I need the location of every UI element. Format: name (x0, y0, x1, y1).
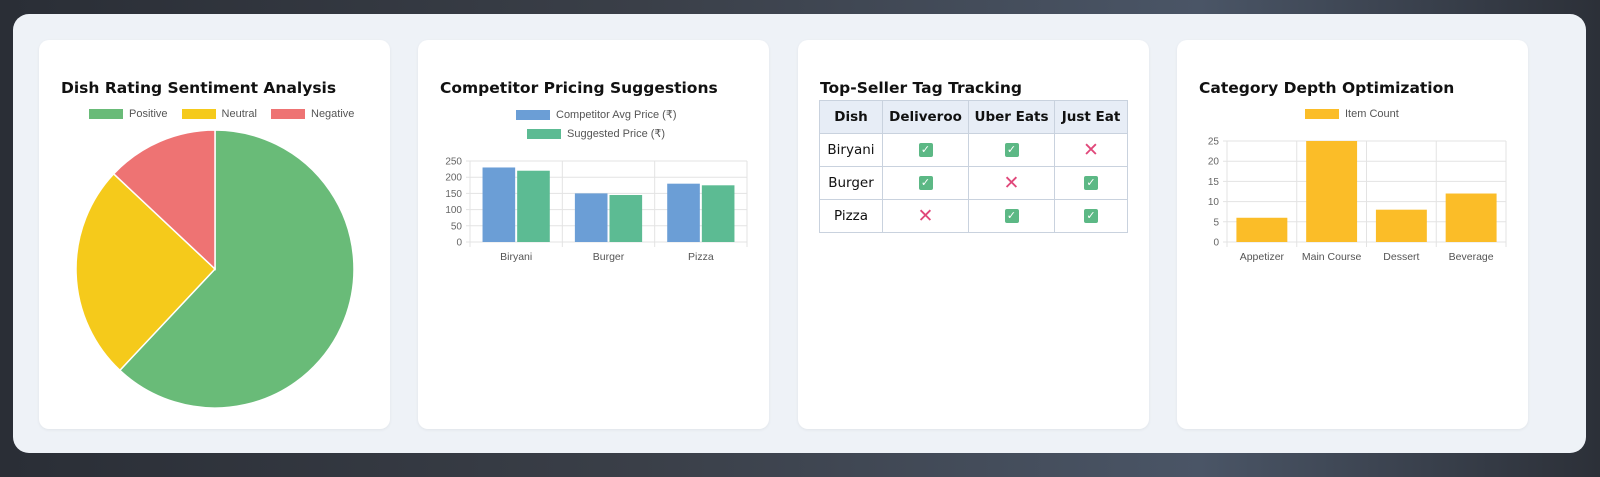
check-icon: ✓ (918, 176, 933, 190)
x-tick-label: Burger (593, 251, 625, 263)
legend-label-competitor: Competitor Avg Price (₹) (556, 109, 677, 121)
bar-biryani-s1 (517, 170, 550, 242)
pricing-bar-chart: 0 50 100 150 200 250 Biryani Burger Pizza (445, 157, 748, 263)
bar-pizza-s1 (701, 185, 735, 242)
category-legend: Item Count (1305, 108, 1399, 120)
legend-swatch-negative (271, 109, 305, 119)
col-header-dish: Dish (819, 100, 883, 134)
legend-swatch-positive (89, 109, 123, 119)
y-tick-label: 20 (1208, 157, 1220, 168)
cross-icon: ✕ (917, 205, 934, 227)
dashboard-panel: Dish Rating Sentiment Analysis Positive … (13, 14, 1586, 453)
legend-label-suggested: Suggested Price (₹) (567, 128, 666, 140)
pricing-legend-suggested: Suggested Price (₹) (527, 127, 665, 140)
col-header-deliveroo: Deliveroo (882, 100, 969, 134)
pie-slice-negative (112, 129, 216, 271)
x-tick-label: Appetizer (1240, 251, 1285, 263)
y-tick-label: 0 (456, 238, 462, 249)
x-tick-label: Beverage (1449, 251, 1494, 263)
x-tick-label: Pizza (688, 251, 714, 263)
x-tick-label: Dessert (1383, 251, 1419, 263)
status-cell: ✓ (1054, 199, 1128, 233)
tags-card: Top-Seller Tag Tracking Dish Deliveroo U… (798, 40, 1149, 429)
status-cell: ✓ (882, 166, 969, 200)
bar-beverage-s0 (1445, 193, 1497, 242)
bar-pizza-s0 (667, 183, 700, 242)
y-tick-label: 50 (451, 221, 463, 232)
cross-icon: ✕ (1083, 139, 1099, 161)
y-tick-label: 15 (1208, 177, 1220, 188)
dish-cell: Burger (819, 166, 883, 200)
pricing-title: Competitor Pricing Suggestions (440, 79, 718, 97)
sentiment-legend: Positive Neutral Negative (89, 108, 354, 120)
table-row: Burger ✓ ✕ ✓ (819, 166, 1128, 200)
y-tick-label: 150 (445, 189, 462, 200)
y-tick-label: 200 (445, 173, 462, 184)
category-card: Category Depth Optimization Item Count 0… (1177, 40, 1528, 429)
check-icon: ✓ (918, 143, 933, 157)
legend-swatch-competitor (516, 109, 550, 120)
bar-biryani-s0 (482, 167, 516, 242)
category-bar-chart: 0 5 10 15 20 25 Appetizer Main Course Dessert Bev… (1208, 137, 1507, 263)
dish-cell: Pizza (819, 199, 883, 233)
table-row: Pizza ✕ ✓ ✓ (819, 199, 1128, 233)
sentiment-title: Dish Rating Sentiment Analysis (61, 79, 337, 97)
legend-swatch-suggested (527, 128, 561, 139)
check-icon: ✓ (1084, 209, 1098, 223)
col-header-just-eat: Just Eat (1054, 100, 1128, 134)
tag-tracking-table: Dish Deliveroo Uber Eats Just Eat Biryan… (819, 100, 1128, 233)
status-cell: ✓ (1054, 166, 1128, 200)
dish-cell: Biryani (819, 133, 883, 167)
legend-swatch-item-count (1305, 109, 1339, 119)
tags-title: Top-Seller Tag Tracking (820, 79, 1022, 97)
status-cell: ✓ (968, 199, 1055, 233)
status-cell: ✕ (1054, 133, 1128, 167)
table-header-row: Dish Deliveroo Uber Eats Just Eat (819, 100, 1128, 134)
check-icon: ✓ (1004, 209, 1019, 223)
x-tick-label: Main Course (1302, 251, 1362, 263)
legend-label-neutral: Neutral (221, 108, 257, 120)
pricing-legend-competitor: Competitor Avg Price (₹) (516, 108, 677, 121)
status-cell: ✕ (968, 166, 1055, 200)
pie-slice-positive (118, 129, 355, 409)
col-header-uber-eats: Uber Eats (968, 100, 1055, 134)
legend-label-item-count: Item Count (1345, 108, 1399, 120)
x-tick-label: Biryani (500, 251, 532, 263)
y-tick-label: 100 (445, 205, 462, 216)
table-row: Biryani ✓ ✓ ✕ (819, 133, 1128, 167)
cross-icon: ✕ (1003, 172, 1020, 194)
y-tick-label: 5 (1213, 217, 1219, 228)
check-icon: ✓ (1004, 143, 1019, 157)
y-tick-label: 10 (1208, 197, 1220, 208)
legend-label-positive: Positive (129, 108, 168, 120)
status-cell: ✓ (882, 133, 969, 167)
bar-burger-s1 (609, 195, 643, 242)
y-tick-label: 250 (445, 157, 462, 168)
bar-burger-s0 (574, 193, 608, 242)
pie-slice-neutral (75, 172, 217, 372)
bar-appetizer-s0 (1236, 217, 1288, 242)
y-tick-label: 0 (1213, 238, 1219, 249)
category-title: Category Depth Optimization (1199, 79, 1455, 97)
legend-label-negative: Negative (311, 108, 355, 120)
y-tick-label: 25 (1208, 137, 1220, 148)
status-cell: ✕ (882, 199, 969, 233)
bar-main-course-s0 (1306, 141, 1358, 242)
bar-dessert-s0 (1375, 209, 1427, 242)
sentiment-card: Dish Rating Sentiment Analysis Positive … (39, 40, 390, 429)
sentiment-pie-chart (75, 129, 355, 409)
status-cell: ✓ (968, 133, 1055, 167)
check-icon: ✓ (1084, 176, 1098, 190)
pricing-card: Competitor Pricing Suggestions Competito… (418, 40, 769, 429)
legend-swatch-neutral (181, 109, 216, 119)
